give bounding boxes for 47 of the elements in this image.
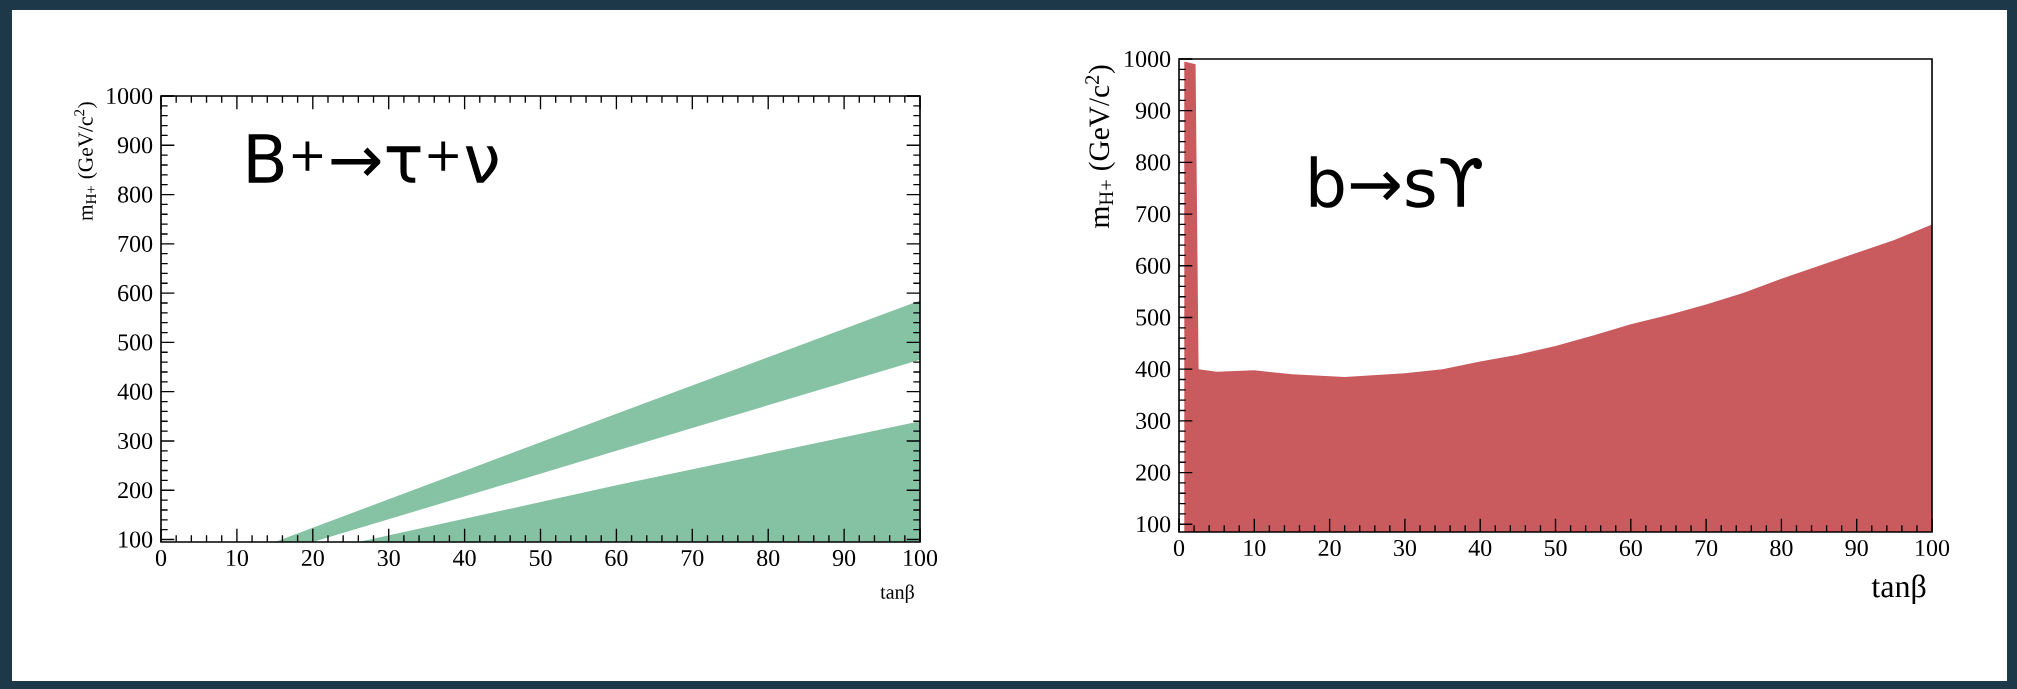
y-tick-label: 200 <box>118 482 153 499</box>
y-tick-label: 700 <box>118 235 153 252</box>
y-tick-label: 900 <box>117 137 153 154</box>
x-tick-label: 10 <box>1244 539 1266 557</box>
x-tick-label: 70 <box>1695 539 1718 557</box>
x-tick-label: 0 <box>155 549 167 567</box>
y-tick-label: 900 <box>1135 102 1171 119</box>
y-tick-label: 600 <box>118 285 153 302</box>
y-axis-title: m$_{H+}$ (GeV/c$^{2}$) <box>1085 65 1116 228</box>
y-tick-label: 800 <box>1136 154 1171 171</box>
x-tick-label: 40 <box>453 549 476 567</box>
y-tick-label: 400 <box>1135 361 1171 378</box>
y-tick-label: 300 <box>1136 412 1171 429</box>
x-tick-label: 90 <box>1845 539 1868 557</box>
y-tick-label: 300 <box>118 432 153 450</box>
x-tick-label: 30 <box>377 549 400 567</box>
x-tick-label: 90 <box>832 549 856 567</box>
annotation: b→sϒ <box>1310 156 1482 208</box>
x-tick-label: 80 <box>1770 539 1793 557</box>
y-tick-label: 700 <box>1136 205 1171 223</box>
y-tick-label: 800 <box>118 186 153 203</box>
x-axis-title: tanβ <box>1871 574 1926 604</box>
y-tick-label: 600 <box>1136 257 1171 274</box>
x-tick-label: 50 <box>529 549 552 567</box>
x-tick-label: 80 <box>757 549 780 567</box>
x-tick-label: 100 <box>904 549 938 567</box>
y-tick-label: 500 <box>118 334 153 351</box>
x-tick-label: 30 <box>1394 539 1416 557</box>
x-tick-label: 50 <box>1544 539 1567 557</box>
x-tick-label: 60 <box>1619 539 1642 557</box>
x-tick-label: 20 <box>1318 539 1341 557</box>
y-axis-title: m$_{H+}$ (GeV/c$^{2}$) <box>74 102 98 221</box>
y-tick-label: 200 <box>1136 464 1171 481</box>
y-tick-label: 400 <box>117 383 153 400</box>
y-tick-label: 1000 <box>107 87 153 105</box>
x-tick-label: 40 <box>1468 539 1492 557</box>
x-tick-label: 0 <box>1173 539 1185 557</box>
y-tick-label: 100 <box>1137 516 1171 533</box>
x-axis-title: tanβ <box>880 584 914 603</box>
y-tick-label: 500 <box>1136 309 1171 326</box>
x-tick-label: 100 <box>1916 539 1950 557</box>
x-tick-label: 70 <box>681 549 704 567</box>
x-tick-label: 10 <box>227 549 248 567</box>
x-tick-label: 20 <box>301 549 324 567</box>
annotation: B$^{+}$→τ$^{+}$ν <box>248 134 498 183</box>
x-tick-label: 60 <box>605 549 628 567</box>
y-tick-label: 1000 <box>1125 50 1171 68</box>
